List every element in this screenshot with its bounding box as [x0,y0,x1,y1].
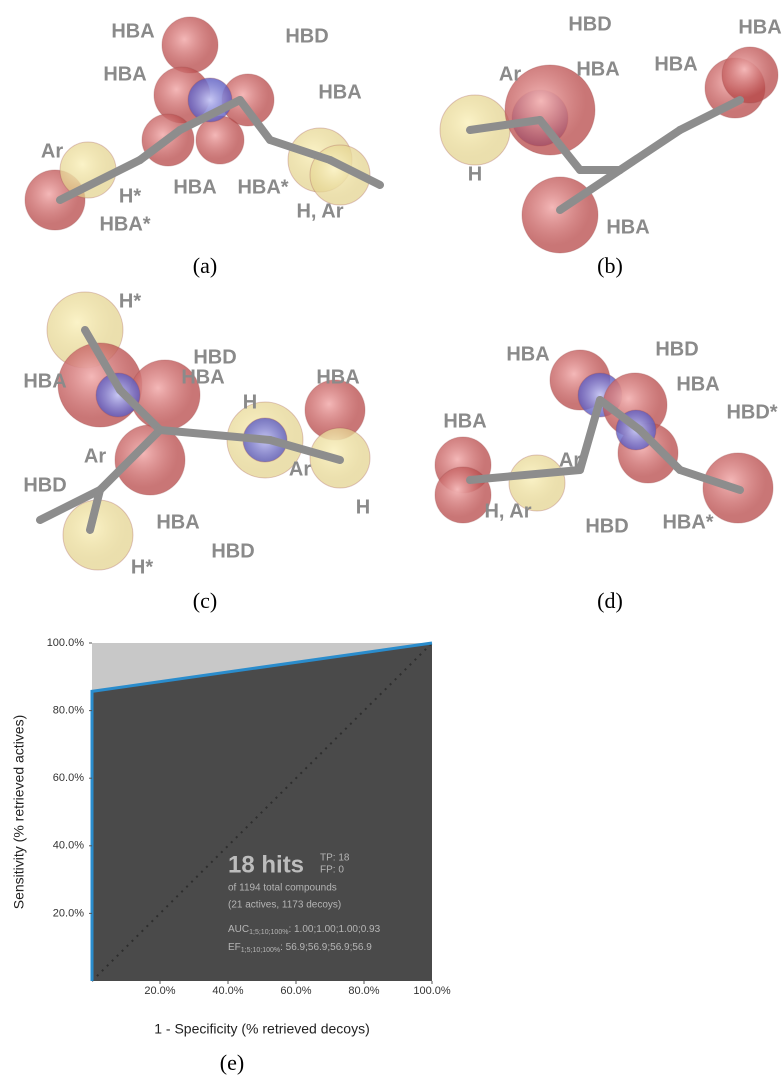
y-axis-label: Sensitivity (% retrieved actives) [11,715,27,910]
x-tick-label: 60.0% [280,985,311,997]
pharmacophore-label: Ar [559,449,581,471]
pharmacophore-label: HBA [173,176,216,198]
pharmacophore-label: HBA [576,58,619,80]
pharmacophore-label: HBD [568,13,611,35]
y-tick-label: 20.0% [53,907,84,919]
pharmacophore-label: HBA [506,343,549,365]
pharmacophore-sphere [162,17,218,73]
pharmacophore-sphere [722,47,778,103]
panel-caption: (a) [193,253,217,278]
x-tick-label: 100.0% [413,985,451,997]
ef-sub: 1;5;10;100% [241,947,280,954]
pharmacophore-label: HBD [585,515,628,537]
figure: HBAHBDHBAHBAArHBAHBA*H*HBA*H, Ar(a)HBDHB… [0,0,782,1077]
pharmacophore-label: Ar [41,140,63,162]
auc-val: : 1.00;1.00;1.00;0.93 [288,924,380,935]
pharmacophore-label: H* [131,556,153,578]
x-tick-label: 20.0% [144,985,175,997]
pharmacophore-label: HBA* [99,213,150,235]
pharmacophore-label: HBA [111,20,154,42]
panel-caption: (c) [193,588,217,613]
bond [620,130,680,170]
pharmacophore-label: H* [119,185,141,207]
pharmacophore-label: HBA [181,366,224,388]
panel-caption: (d) [597,588,623,613]
fp: FP: 0 [320,865,344,876]
panel-caption: (e) [220,1050,244,1075]
tp: TP: 18 [320,853,350,864]
pharmacophore-label: HBD [211,540,254,562]
pharmacophore-label: HBA* [662,511,713,533]
pharmacophore-sphere [196,116,244,164]
pharmacophore-label: HBA [606,216,649,238]
pharmacophore-label: H, Ar [296,200,343,222]
x-axis-label: 1 - Specificity (% retrieved decoys) [154,1021,370,1037]
pharmacophore-label: Ar [499,63,521,85]
y-tick-label: 80.0% [53,705,84,717]
auc-sub: 1;5;10;100% [249,929,288,936]
pharmacophore-label: H [243,391,257,413]
y-tick-label: 100.0% [47,637,85,649]
split: (21 actives, 1173 decoys) [228,900,341,911]
x-tick-label: 80.0% [348,985,379,997]
pharmacophore-label: HBD* [726,401,777,423]
pharmacophore-label: HBA [103,63,146,85]
pharmacophore-label: HBA [654,53,697,75]
pharmacophore-label: HBA [156,511,199,533]
pharmacophore-label: HBA [443,410,486,432]
pharmacophore-label: H [468,163,482,185]
x-tick-label: 40.0% [212,985,243,997]
pharmacophore-label: H, Ar [484,500,531,522]
total: of 1194 total compounds [228,883,337,894]
pharmacophore-label: HBA [738,16,781,38]
pharmacophore-label: HBD [285,25,328,47]
auc-name: AUC [228,924,249,935]
panel-caption: (b) [597,253,623,278]
pharmacophore-label: H [356,496,370,518]
pharmacophore-label: Ar [84,445,106,467]
pharmacophore-label: HBA [316,366,359,388]
y-tick-label: 40.0% [53,840,84,852]
pharmacophore-label: HBA [23,370,66,392]
pharmacophore-label: H* [119,290,141,312]
roc-chart: 20.0% 40.0% 60.0% 80.0% 100.0% 20.0% 40.0% 60.0… [11,637,451,1075]
pharmacophore-label: HBD [23,474,66,496]
pharmacophore-label: HBD [193,346,236,368]
hits: 18 hits [228,851,304,878]
pharmacophore-label: Ar [289,458,311,480]
pharmacophore-label: HBD [655,338,698,360]
ef-name: EF [228,942,241,953]
ef-val: : 56.9;56.9;56.9;56.9 [280,942,372,953]
y-tick-label: 60.0% [53,772,84,784]
pharmacophore-label: HBA* [237,176,288,198]
pharmacophore-label: HBA [318,81,361,103]
pharmacophore-label: HBA [676,373,719,395]
